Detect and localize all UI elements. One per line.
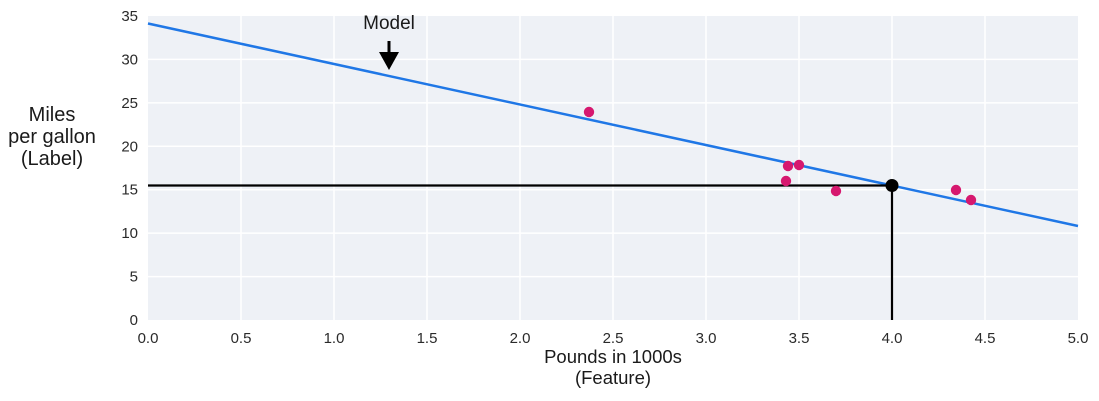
svg-text:0.5: 0.5 xyxy=(231,330,252,347)
svg-text:5.0: 5.0 xyxy=(1068,330,1089,347)
svg-text:per gallon: per gallon xyxy=(8,126,96,148)
svg-text:Pounds in 1000s: Pounds in 1000s xyxy=(544,346,682,367)
svg-text:15: 15 xyxy=(121,182,138,199)
svg-text:(Label): (Label) xyxy=(21,148,83,170)
svg-text:Model: Model xyxy=(363,13,415,34)
svg-text:(Feature): (Feature) xyxy=(575,367,651,388)
svg-text:2.0: 2.0 xyxy=(510,330,531,347)
svg-text:3.5: 3.5 xyxy=(789,330,810,347)
svg-text:0.0: 0.0 xyxy=(138,330,159,347)
svg-text:2.5: 2.5 xyxy=(603,330,624,347)
svg-text:0: 0 xyxy=(130,312,138,329)
svg-text:25: 25 xyxy=(121,95,138,112)
svg-text:35: 35 xyxy=(121,8,138,25)
svg-text:20: 20 xyxy=(121,138,138,155)
svg-text:4.0: 4.0 xyxy=(882,330,903,347)
svg-text:10: 10 xyxy=(121,225,138,242)
svg-text:5: 5 xyxy=(130,269,138,286)
svg-text:30: 30 xyxy=(121,51,138,68)
svg-text:Miles: Miles xyxy=(29,104,76,126)
svg-text:3.0: 3.0 xyxy=(696,330,717,347)
svg-text:1.5: 1.5 xyxy=(417,330,438,347)
svg-text:1.0: 1.0 xyxy=(324,330,345,347)
svg-text:4.5: 4.5 xyxy=(975,330,996,347)
